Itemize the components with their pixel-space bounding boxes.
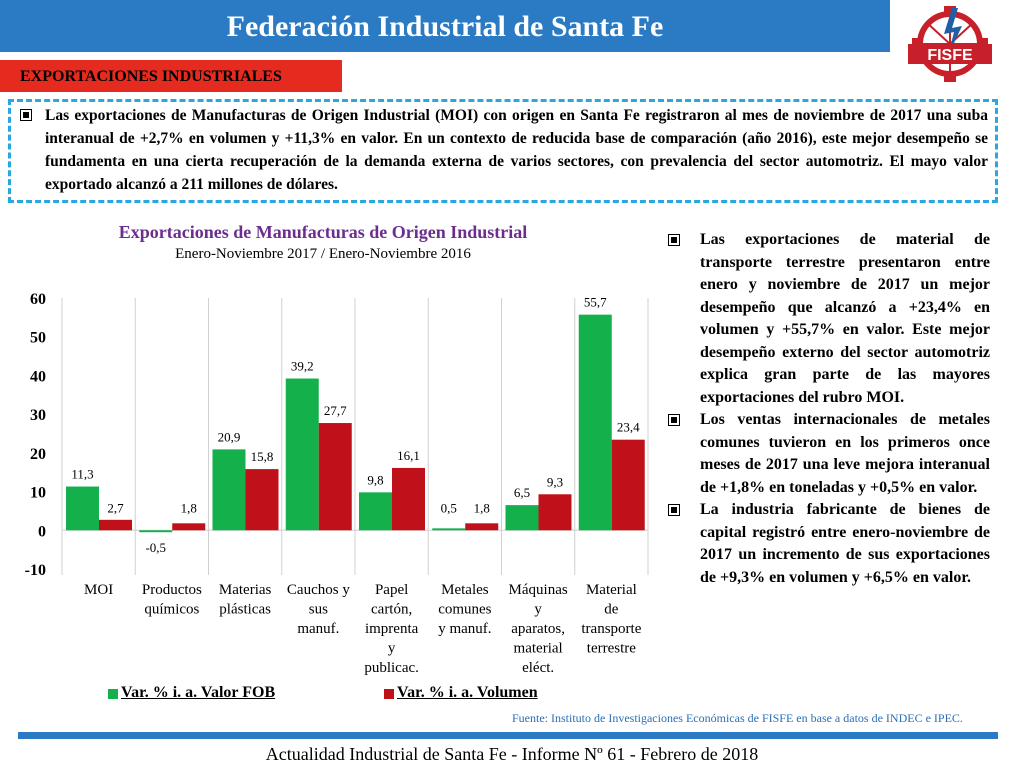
- category-label: aparatos,: [511, 621, 565, 637]
- svg-text:FISFE: FISFE: [927, 47, 973, 64]
- bar-valor: [359, 492, 392, 531]
- data-label: 9,8: [367, 472, 383, 487]
- category-label: cartón,: [371, 602, 412, 618]
- y-tick-label: 10: [30, 485, 46, 502]
- section-tag: [0, 60, 342, 92]
- bar-valor: [285, 378, 319, 531]
- data-label: 23,4: [617, 420, 640, 435]
- bar-volumen: [245, 469, 279, 531]
- category-label: imprenta: [365, 621, 419, 637]
- category-label: material: [514, 641, 563, 657]
- data-label: 39,2: [291, 359, 314, 374]
- category-label: sus: [309, 602, 328, 618]
- checkbox-bullet-icon: [668, 504, 680, 516]
- legend-swatch-volumen: [384, 689, 394, 699]
- y-tick-label: 20: [30, 446, 46, 463]
- category-label: Cauchos y: [287, 582, 350, 598]
- category-label: transporte: [581, 621, 641, 637]
- bar-volumen: [538, 494, 572, 531]
- bar-valor: [66, 486, 99, 531]
- header-bar: [0, 0, 890, 52]
- category-label: Material: [586, 582, 637, 598]
- chart-subtitle: Enero-Noviembre 2017 / Enero-Noviembre 2…: [175, 246, 471, 262]
- side-bullet-item: Los ventas internacionales de metales co…: [666, 409, 990, 499]
- category-label: Materias: [219, 582, 272, 598]
- intro-box: [8, 99, 998, 203]
- category-label: comunes: [438, 602, 491, 618]
- checkbox-bullet-icon: [668, 414, 680, 426]
- bar-valor: [212, 449, 246, 531]
- side-bullet-item: Las exportaciones de material de transpo…: [666, 229, 990, 409]
- data-label: 55,7: [584, 295, 607, 310]
- category-label: químicos: [144, 602, 199, 618]
- data-label: 16,1: [397, 448, 420, 463]
- bar-volumen: [465, 523, 499, 531]
- bar-valor: [139, 530, 173, 533]
- side-bullet-list: Las exportaciones de material de transpo…: [666, 229, 990, 589]
- footer-text: Actualidad Industrial de Santa Fe - Info…: [265, 744, 759, 764]
- data-label: 9,3: [547, 474, 563, 489]
- category-label: y: [534, 602, 542, 618]
- category-label: Metales: [441, 582, 489, 598]
- data-label: -0,5: [145, 540, 166, 555]
- category-label: Máquinas: [509, 582, 568, 598]
- y-tick-label: 50: [30, 330, 46, 347]
- data-label: 11,3: [71, 467, 93, 482]
- category-label: y manuf.: [438, 621, 491, 637]
- legend-label-valor: Var. % i. a. Valor FOB: [121, 684, 276, 701]
- category-label: eléct.: [522, 660, 554, 676]
- bar-volumen: [611, 439, 645, 531]
- category-label: y: [388, 641, 396, 657]
- y-tick-label: 30: [30, 407, 46, 424]
- bar-volumen: [392, 467, 425, 531]
- y-tick-label: 40: [30, 368, 46, 385]
- category-label: Papel: [375, 582, 408, 598]
- bar-valor: [505, 505, 539, 531]
- footer-divider: [18, 732, 998, 739]
- checkbox-bullet-icon: [668, 234, 680, 246]
- data-label: 1,8: [181, 500, 197, 515]
- category-label: MOI: [84, 582, 113, 598]
- data-label: 6,5: [514, 485, 530, 500]
- category-label: Productos: [142, 582, 202, 598]
- legend-swatch-valor: [108, 689, 118, 699]
- data-label: 15,8: [251, 449, 274, 464]
- page-title: Federación Industrial de Santa Fe: [226, 10, 664, 43]
- bar-chart: -10 0 10 20 30 40 50 60 11,3 2,7 MOI -0,5 1,8 Product…: [25, 291, 649, 676]
- bar-valor: [432, 528, 466, 531]
- category-label: de: [604, 602, 619, 618]
- checkbox-bullet-icon: [20, 109, 32, 121]
- category-label: manuf.: [297, 621, 339, 637]
- data-label: 2,7: [107, 500, 124, 515]
- chart-title: Exportaciones de Manufacturas de Origen …: [118, 222, 528, 242]
- legend-label-volumen: Var. % i. a. Volumen: [397, 684, 538, 701]
- bar-volumen: [318, 423, 352, 531]
- data-label: 1,8: [474, 500, 490, 515]
- bar-volumen: [99, 519, 132, 531]
- category-label: publicac.: [364, 660, 419, 676]
- data-label: 27,7: [324, 403, 347, 418]
- section-label: EXPORTACIONES INDUSTRIALES: [20, 68, 282, 85]
- category-label: plásticas: [219, 602, 271, 618]
- side-bullet-item: La industria fabricante de bienes de cap…: [666, 499, 990, 589]
- y-tick-label: 60: [30, 291, 46, 308]
- y-tick-label: 0: [38, 523, 46, 540]
- intro-paragraph: Las exportaciones de Manufacturas de Ori…: [45, 107, 988, 193]
- category-label: terrestre: [587, 641, 636, 657]
- source-note: Fuente: Instituto de Investigaciones Eco…: [512, 711, 963, 725]
- bar-volumen: [172, 523, 206, 531]
- bar-valor: [578, 314, 612, 531]
- fisfe-logo: FISFE: [908, 6, 992, 82]
- data-label: 0,5: [441, 500, 457, 515]
- data-label: 20,9: [218, 429, 241, 444]
- y-tick-label: -10: [25, 562, 46, 579]
